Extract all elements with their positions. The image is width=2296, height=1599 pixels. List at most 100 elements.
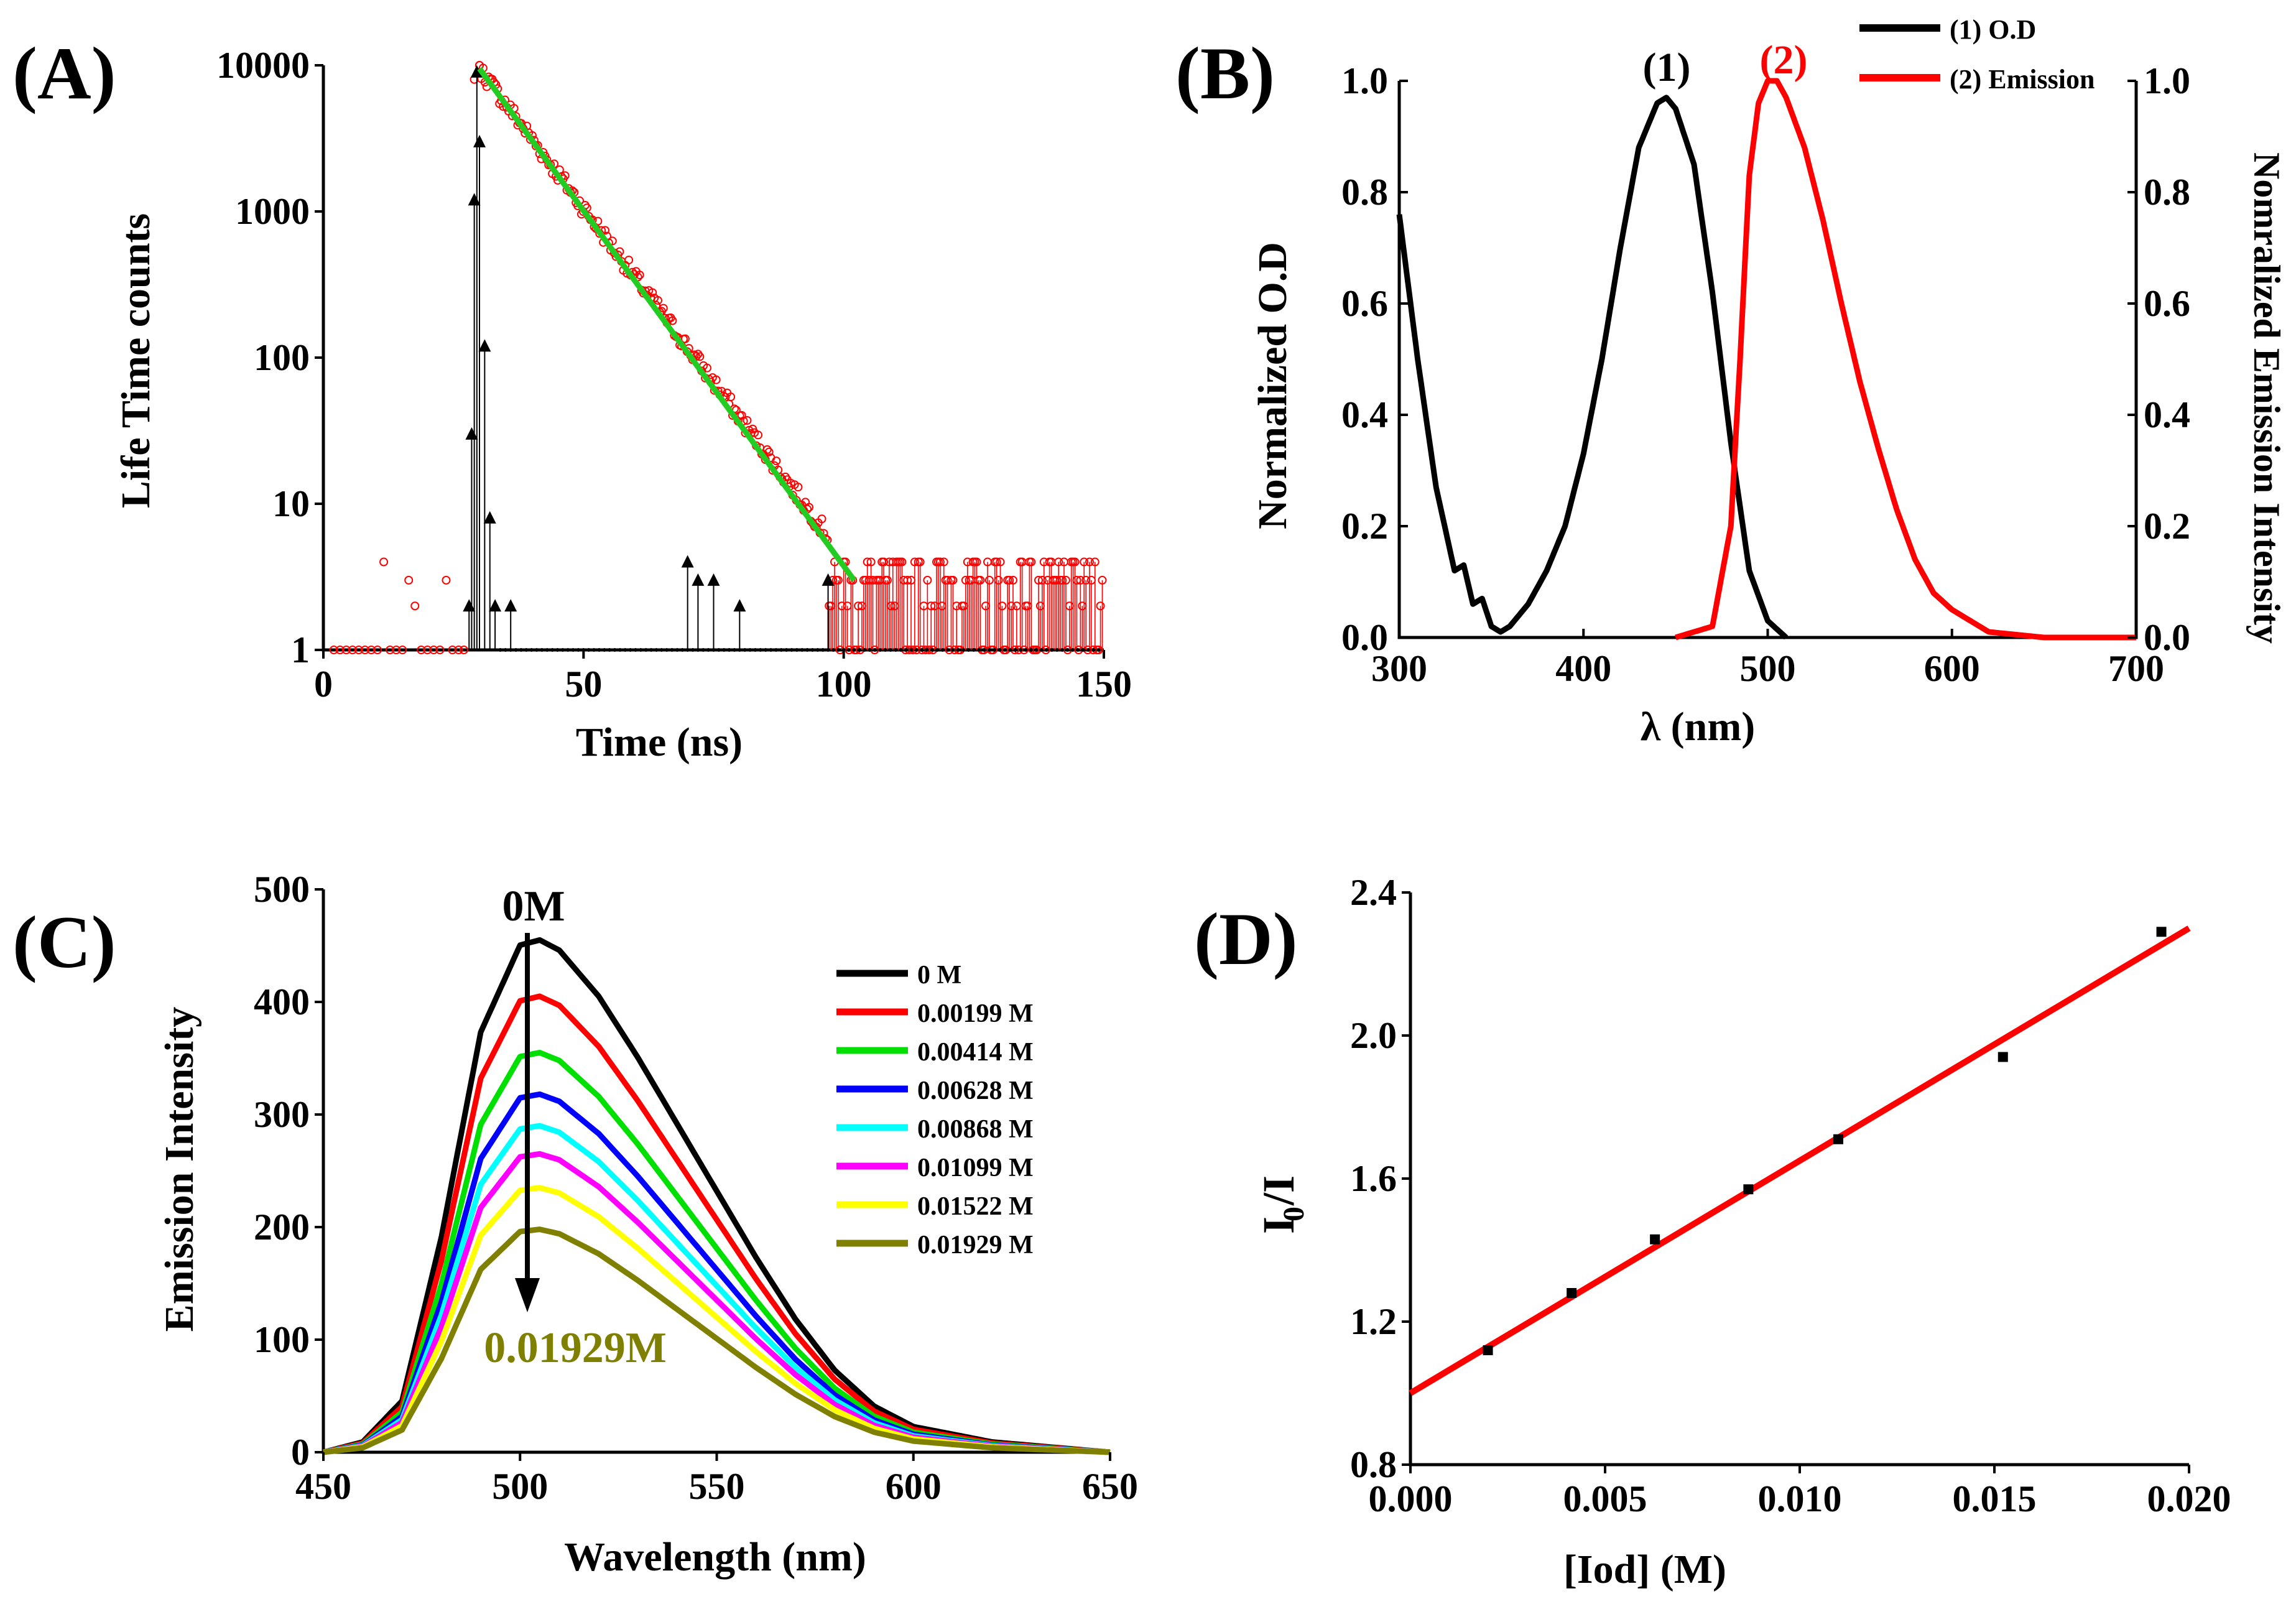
decay-point — [379, 557, 389, 567]
irf-baseline-point — [930, 648, 934, 652]
irf-baseline-point — [961, 648, 966, 652]
irf-baseline-point — [774, 648, 778, 652]
y-tick-label-right-b-1: 0.2 — [2144, 506, 2190, 547]
irf-baseline-point — [1044, 648, 1048, 652]
y-tick-label-a-2: 100 — [254, 337, 310, 378]
panel-b-spectra-chart: (B) 300 400 500 600 700 0.0 0.00.2 0.20.4 0.40.… — [1175, 14, 2287, 749]
decay-point — [410, 601, 420, 611]
decay-point — [754, 430, 763, 440]
irf-baseline-point — [670, 648, 674, 652]
decay-point — [423, 646, 432, 654]
irf-baseline-point — [982, 648, 986, 652]
x-tick-label-d-1: 0.005 — [1563, 1478, 1647, 1519]
irf-baseline-point — [935, 648, 940, 652]
x-tick-label-b-3: 600 — [1924, 648, 1980, 689]
decay-point — [366, 646, 376, 654]
y-tick-label-right-b-0: 0.0 — [2144, 617, 2190, 658]
decay-point — [668, 316, 677, 325]
decay-point — [335, 646, 345, 654]
decay-point — [726, 392, 736, 402]
irf-baseline-point — [1029, 648, 1033, 652]
decay-point — [386, 646, 395, 654]
irf-baseline-point — [987, 648, 991, 652]
irf-baseline-point — [857, 648, 861, 652]
x-tick-label-c-2: 550 — [689, 1466, 745, 1507]
irf-baseline-point — [514, 648, 518, 652]
y-tick-label-right-b-3: 0.6 — [2144, 283, 2190, 324]
irf-point — [504, 599, 517, 612]
y-ticks-a: 1 10 100 1000 10000 — [216, 45, 323, 670]
legend-label-emission: (2) Emission — [1950, 64, 2095, 95]
irf-baseline-point — [909, 648, 914, 652]
decay-point — [897, 557, 907, 567]
decay-point — [1085, 557, 1094, 567]
irf-baseline-point — [706, 648, 711, 652]
y-axis-label-d-rest: /I — [1254, 1175, 1303, 1206]
legend-label-c-6: 0.01522 M — [917, 1192, 1034, 1221]
decay-point — [1098, 575, 1107, 585]
irf-baseline-point — [873, 648, 877, 652]
arrow-head — [515, 1278, 540, 1312]
y-axis-label-d-sub: 0 — [1277, 1207, 1310, 1221]
y-tick-label-b-4: 0.8 — [1341, 172, 1388, 213]
panel-label-d: (D) — [1194, 897, 1298, 980]
decay-point — [348, 646, 357, 654]
irf-point — [681, 555, 694, 568]
decay-point — [373, 646, 382, 654]
irf-baseline-point — [519, 648, 523, 652]
data-point-d-0 — [1483, 1345, 1493, 1355]
series-line-b-1 — [1674, 78, 2137, 641]
x-tick-label-b-2: 500 — [1740, 648, 1796, 689]
x-axis-label-d: [Iod] (M) — [1563, 1547, 1726, 1592]
irf-baseline-point — [545, 648, 549, 652]
irf-baseline-point — [716, 648, 721, 652]
legend-label-c-3: 0.00628 M — [917, 1077, 1034, 1105]
y-ticks-d: 0.8 1.2 1.6 2.0 2.4 — [1350, 872, 1410, 1485]
decay-point — [360, 646, 369, 654]
irf-baseline-point — [654, 648, 659, 652]
irf-point — [692, 573, 705, 586]
irf-baseline-point — [951, 648, 955, 652]
x-ticks-a: 0 50 100 150 — [314, 650, 1132, 705]
decay-point — [879, 557, 889, 567]
y-tick-label-d-1: 1.2 — [1350, 1301, 1397, 1342]
y-axis-label-d-main: I — [1254, 1217, 1303, 1234]
irf-baseline-point — [659, 648, 664, 652]
irf-baseline-point — [566, 648, 570, 652]
fit-line-a — [477, 67, 857, 582]
decay-point — [833, 575, 843, 585]
x-axis-label-c: Wavelength (nm) — [564, 1534, 866, 1580]
irf-baseline-point — [878, 648, 882, 652]
decay-point — [939, 557, 948, 567]
irf-baseline-point — [649, 648, 654, 652]
y-tick-label-a-0: 1 — [291, 629, 310, 670]
decay-point — [341, 646, 351, 654]
irf-point — [470, 65, 483, 78]
decay-point — [984, 575, 994, 585]
irf-baseline-point — [613, 648, 617, 652]
irf-baseline-point — [899, 648, 903, 652]
data-point-d-1 — [1567, 1288, 1577, 1298]
series-line-c-7 — [323, 1226, 1111, 1455]
legend-label-od: (1) O.D — [1950, 14, 2036, 45]
x-tick-label-c-0: 450 — [295, 1466, 351, 1507]
y-tick-label-b-0: 0.0 — [1341, 617, 1388, 658]
irf-baseline-point — [977, 648, 981, 652]
decay-point — [354, 646, 363, 654]
irf-baseline-point — [639, 648, 643, 652]
legend-label-c-4: 0.00868 M — [917, 1115, 1034, 1144]
irf-baseline-point — [1013, 648, 1017, 652]
legend-label-c-2: 0.00414 M — [917, 1038, 1034, 1067]
irf-baseline-point — [727, 648, 731, 652]
decay-point — [882, 575, 892, 585]
irf-baseline-point — [680, 648, 685, 652]
decay-point — [994, 575, 1003, 585]
irf-point — [473, 134, 486, 147]
irf-baseline-point — [852, 648, 856, 652]
y-tick-label-d-0: 0.8 — [1350, 1444, 1397, 1485]
irf-baseline-point — [758, 648, 762, 652]
irf-baseline-point — [560, 648, 565, 652]
y-tick-label-c-3: 300 — [254, 1094, 310, 1135]
decay-point — [435, 646, 445, 654]
